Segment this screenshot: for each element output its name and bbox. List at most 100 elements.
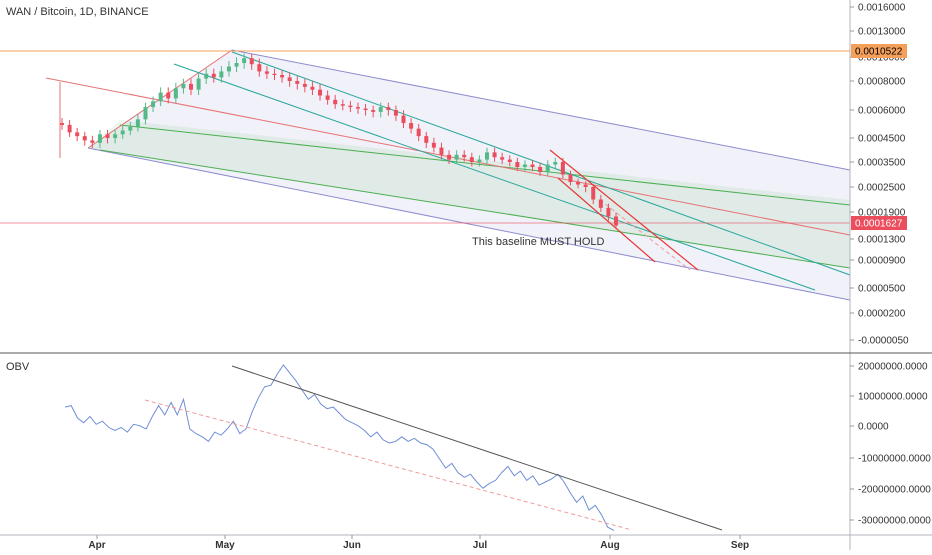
candle-body xyxy=(143,107,148,120)
candle-body xyxy=(439,147,444,155)
candle-body xyxy=(606,207,611,217)
candle-body xyxy=(325,95,330,100)
candle-body xyxy=(401,115,406,124)
candle-body xyxy=(97,134,102,143)
wedge-projection-line xyxy=(599,199,691,271)
pitchfork-inner-fill xyxy=(88,120,850,268)
candle-body xyxy=(280,75,285,78)
obv-resistance-line xyxy=(231,365,723,531)
candle-body xyxy=(82,136,87,141)
candle-body xyxy=(302,83,307,87)
price-tick-label: 0.0002500 xyxy=(858,183,906,194)
obv-tick-label: 10000000.0000 xyxy=(858,392,928,403)
annotation-text: This baseline MUST HOLD xyxy=(472,236,605,248)
candle-body xyxy=(189,83,194,90)
price-tag-badge xyxy=(851,216,907,230)
obv-tick-label: 0.0000 xyxy=(858,422,889,433)
candle-body xyxy=(242,58,247,63)
date-tick-label: Aug xyxy=(600,540,619,550)
candle-body xyxy=(204,73,209,79)
obv-series-line xyxy=(64,364,615,531)
candle-body xyxy=(196,78,201,90)
candle-body xyxy=(484,152,489,160)
candle-body xyxy=(469,157,474,162)
trend-line-2 xyxy=(231,51,851,276)
price-tick-label: 0.0000200 xyxy=(858,309,906,320)
candle-body xyxy=(234,63,239,67)
candle-body xyxy=(120,130,125,135)
wedge-upper-line xyxy=(549,149,699,271)
date-tick-label: Sep xyxy=(731,540,749,550)
price-tag-label: 0.0010522 xyxy=(855,47,903,58)
pitchfork-inner-upper-line xyxy=(119,124,851,206)
obv-pane-label: OBV xyxy=(6,361,30,373)
candle-body xyxy=(211,73,216,78)
candle-body xyxy=(363,108,368,110)
candle-body xyxy=(545,164,550,172)
obv-tick-label: -30000000.0000 xyxy=(858,516,931,527)
candle-body xyxy=(515,162,520,167)
candle-body xyxy=(173,88,178,99)
candle-body xyxy=(462,154,467,158)
candle-body xyxy=(576,182,581,185)
candle-body xyxy=(67,124,72,133)
candle-body xyxy=(166,92,171,99)
price-tick-label: 0.0013000 xyxy=(858,27,906,38)
candle-body xyxy=(249,58,254,65)
pitchfork-upper-line xyxy=(231,49,851,171)
candle-body xyxy=(378,107,383,112)
price-tick-label: 0.0000500 xyxy=(858,284,906,295)
candle-body xyxy=(409,123,414,129)
candle-body xyxy=(431,142,436,148)
candle-body xyxy=(219,71,224,78)
candle-body xyxy=(310,86,315,90)
price-tag-badge xyxy=(851,44,907,58)
candles-layer xyxy=(60,53,618,230)
price-tick-label: 0.0004500 xyxy=(858,134,906,145)
candle-body xyxy=(257,64,262,72)
obv-tick-label: -10000000.0000 xyxy=(858,454,931,465)
price-tick-label: 0.0008000 xyxy=(858,77,906,88)
candle-body xyxy=(348,105,353,108)
candle-body xyxy=(135,119,140,127)
candle-body xyxy=(151,101,156,108)
candle-body xyxy=(272,73,277,75)
candle-body xyxy=(60,122,64,125)
candle-body xyxy=(530,164,535,167)
candle-body xyxy=(598,199,603,208)
price-tag-label: 0.0001627 xyxy=(855,219,903,230)
candle-body xyxy=(500,157,505,160)
candle-body xyxy=(553,162,558,165)
candle-body xyxy=(295,81,300,84)
price-tick-label: 0.0003500 xyxy=(858,158,906,169)
obv-support-line xyxy=(144,399,633,531)
candle-body xyxy=(226,66,231,72)
candle-body xyxy=(386,107,391,110)
trend-line-1 xyxy=(173,63,816,291)
candle-body xyxy=(371,110,376,112)
date-tick-label: Jul xyxy=(473,540,488,550)
candle-body xyxy=(158,92,163,102)
candle-body xyxy=(538,167,543,172)
candle-body xyxy=(454,154,459,160)
candle-body xyxy=(355,107,360,109)
price-tick-label: 0.0016000 xyxy=(858,3,906,14)
price-tick-label: 0.0001300 xyxy=(858,235,906,246)
obv-tick-label: -20000000.0000 xyxy=(858,485,931,496)
candle-body xyxy=(90,140,95,143)
pitchfork-outer-fill xyxy=(88,50,850,300)
price-tick-label: 0.0001900 xyxy=(858,208,906,219)
date-tick-label: Apr xyxy=(88,540,105,550)
candle-body xyxy=(128,126,133,131)
date-tick-label: May xyxy=(215,540,235,550)
candle-body xyxy=(416,128,421,137)
candle-body xyxy=(105,134,110,138)
candle-body xyxy=(181,83,186,89)
candle-body xyxy=(568,174,573,182)
wedge-lower-line xyxy=(557,177,656,263)
pitchfork-inner-lower-line xyxy=(99,149,851,269)
